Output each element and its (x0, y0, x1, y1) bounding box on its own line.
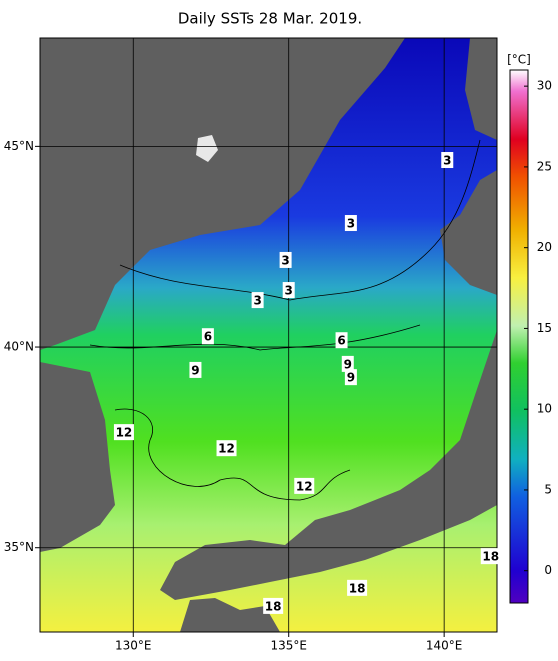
contour-label-text: 12 (116, 426, 133, 440)
colorbar-tick-label: 15 (537, 321, 552, 335)
contour-label: 3 (441, 152, 454, 169)
contour-label: 12 (113, 424, 134, 441)
contour-label-text: 9 (191, 363, 199, 377)
contour-label-text: 12 (296, 479, 313, 493)
y-tick-label: 35°N (4, 540, 34, 554)
contour-label-box (113, 424, 134, 441)
land-shikoku (180, 598, 280, 632)
contour-label-text: 6 (337, 334, 345, 348)
land-mainland (40, 38, 405, 350)
contour-label-text: 3 (443, 154, 451, 168)
contour-label-text: 3 (285, 284, 293, 298)
colorbar-unit: [°C] (507, 53, 531, 67)
y-tick-label: 45°N (4, 139, 34, 153)
contour-label-box (263, 597, 284, 614)
contour-label-text: 18 (265, 599, 282, 613)
contour-label-text: 3 (281, 253, 289, 267)
contour (114, 408, 351, 501)
contour-label: 18 (263, 597, 284, 614)
colorbar: [°C] 0 5 10 15 20 25 30 (507, 53, 552, 604)
contour (119, 139, 481, 301)
contour-label-box (441, 152, 454, 169)
contour-label-box (480, 548, 501, 565)
contour-label: 9 (344, 369, 357, 386)
colorbar-tick-label: 25 (537, 159, 552, 173)
contour-label-box (279, 251, 292, 268)
contour-label: 18 (480, 548, 501, 565)
contour-label-box (251, 292, 264, 309)
contour-label: 3 (344, 215, 357, 232)
contour-label-text: 3 (253, 294, 261, 308)
map-frame (39, 37, 498, 633)
contour (89, 324, 421, 351)
contour-label-text: 9 (347, 371, 355, 385)
contour-label-text: 12 (218, 442, 235, 456)
contour-label-text: 18 (349, 581, 366, 595)
contour-label-box (344, 369, 357, 386)
colorbar-tick-label: 0 (544, 563, 552, 577)
contour-label-box (201, 328, 214, 345)
contour-label-box (282, 282, 295, 299)
colorbar-tick-label: 30 (537, 79, 552, 93)
contour-label: 6 (201, 328, 214, 345)
land-honshu (160, 330, 497, 600)
colorbar-gradient (509, 69, 529, 604)
contour-label: 6 (335, 332, 348, 349)
contour-label: 12 (216, 440, 237, 457)
contour-label-box (347, 579, 368, 596)
contour-label-box (294, 477, 315, 494)
contour-label: 12 (294, 477, 315, 494)
colorbar-tick-label: 5 (544, 482, 552, 496)
contour-label-box (344, 215, 357, 232)
contour-label-box (335, 332, 348, 349)
lake (196, 135, 218, 162)
land-sakhalin (465, 38, 497, 140)
land-hokkaido (440, 170, 497, 295)
contour-label: 3 (282, 282, 295, 299)
contour-label: 3 (251, 292, 264, 309)
contour-label-box (216, 440, 237, 457)
colorbar-tick-label: 20 (537, 240, 552, 254)
land-korea (40, 362, 115, 552)
contour-label-text: 6 (204, 330, 212, 344)
contour-label-box (341, 355, 354, 372)
x-tick-label: 135°E (270, 639, 307, 653)
contour-label-text: 9 (344, 357, 352, 371)
y-tick-label: 40°N (4, 340, 34, 354)
x-tick-label: 130°E (115, 639, 152, 653)
contour-label: 9 (341, 355, 354, 372)
title: Daily SSTs 28 Mar. 2019. (178, 10, 362, 28)
contour-label-text: 18 (482, 550, 499, 564)
colorbar-tick-label: 10 (537, 402, 552, 416)
contour-label: 9 (189, 361, 202, 378)
x-tick-label: 140°E (426, 639, 463, 653)
contour-label-box (189, 361, 202, 378)
contour-label-text: 3 (347, 217, 355, 231)
contour-label: 3 (279, 251, 292, 268)
contour-label: 18 (347, 579, 368, 596)
